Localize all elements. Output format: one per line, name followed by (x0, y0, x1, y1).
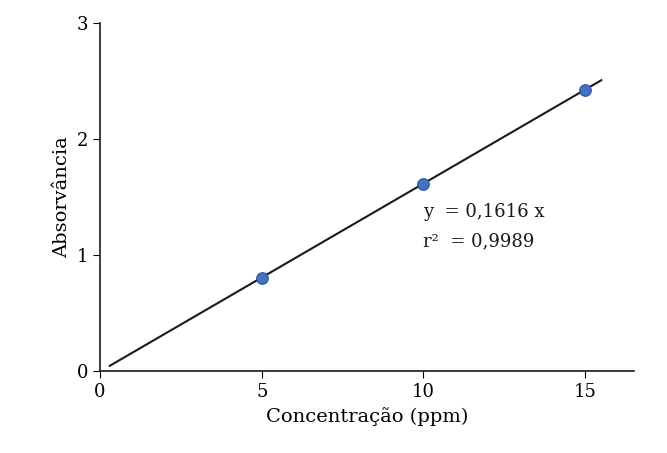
Point (418, 180, 429, 187)
X-axis label: Concentração (ppm): Concentração (ppm) (265, 407, 468, 426)
Point (580, 86, 590, 93)
Y-axis label: Absorvância: Absorvância (53, 136, 71, 258)
Point (256, 274, 267, 281)
Text: y  = 0,1616 x
r²  = 0,9989: y = 0,1616 x r² = 0,9989 (424, 203, 545, 250)
